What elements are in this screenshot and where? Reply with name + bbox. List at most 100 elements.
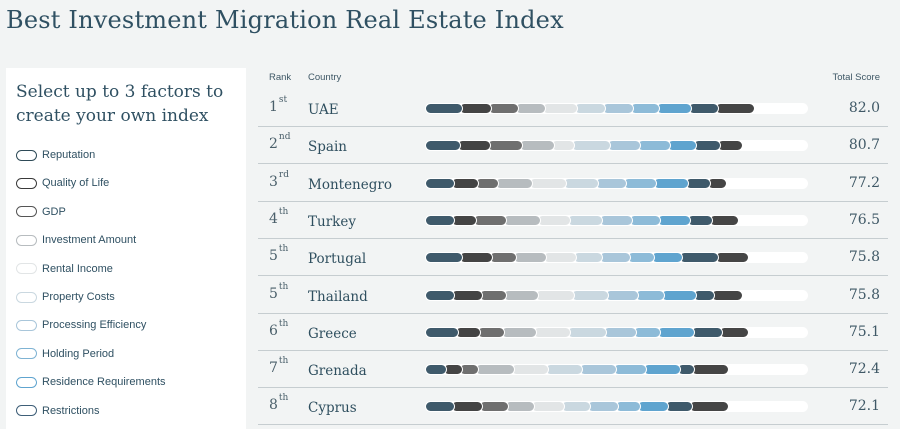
score-bar-segment[interactable] xyxy=(503,289,539,301)
score-bar-segment[interactable] xyxy=(607,140,641,152)
score-bar-segment[interactable] xyxy=(542,103,578,114)
toggle-switch-icon[interactable] xyxy=(16,405,37,417)
table-row[interactable]: 4th Turkey 76.5 xyxy=(258,202,888,239)
table-row[interactable]: 7th Grenada 72.4 xyxy=(258,351,888,389)
score-bar-segment[interactable] xyxy=(425,364,447,376)
factor-toggle-gdp[interactable]: GDP xyxy=(16,203,66,221)
score-bar-segment[interactable] xyxy=(633,326,661,338)
score-bar-segment[interactable] xyxy=(531,401,565,413)
score-bar-segment[interactable] xyxy=(451,401,483,413)
score-bar-segment[interactable] xyxy=(613,364,647,376)
score-bar-segment[interactable] xyxy=(459,103,492,114)
score-bar-segment[interactable] xyxy=(657,326,695,338)
score-bar-segment[interactable] xyxy=(451,289,483,301)
score-bar-segment[interactable] xyxy=(425,252,463,264)
score-bar-segment[interactable] xyxy=(667,140,697,152)
factor-toggle-processing-efficiency[interactable]: Processing Efficiency xyxy=(16,316,146,334)
factor-toggle-property-costs[interactable]: Property Costs xyxy=(16,288,115,306)
score-bar-segment[interactable] xyxy=(627,252,655,264)
score-bar-segment[interactable] xyxy=(479,401,509,413)
score-bar-segment[interactable] xyxy=(657,214,691,226)
score-bar-segment[interactable] xyxy=(571,140,611,152)
score-bar-segment[interactable] xyxy=(603,326,637,338)
score-bar-segment[interactable] xyxy=(679,252,719,264)
table-row[interactable]: 5th Thailand 75.8 xyxy=(258,277,888,314)
score-bar-segment[interactable] xyxy=(693,140,721,152)
score-bar-segment[interactable] xyxy=(563,177,599,189)
score-bar-segment[interactable] xyxy=(715,103,755,114)
score-bar-segment[interactable] xyxy=(545,364,583,376)
table-row[interactable]: 6th Greece 75.1 xyxy=(258,314,888,351)
factor-toggle-investment-amount[interactable]: Investment Amount xyxy=(16,231,136,249)
score-bar-segment[interactable] xyxy=(457,140,491,152)
score-bar-segment[interactable] xyxy=(425,214,455,226)
score-bar-segment[interactable] xyxy=(623,177,657,189)
score-bar-segment[interactable] xyxy=(661,289,697,301)
score-bar-segment[interactable] xyxy=(635,289,665,301)
score-bar-segment[interactable] xyxy=(473,214,507,226)
toggle-switch-icon[interactable] xyxy=(16,376,37,388)
factor-toggle-quality-of-life[interactable]: Quality of Life xyxy=(16,174,109,192)
factor-toggle-residence-requirements[interactable]: Residence Requirements xyxy=(16,373,166,391)
score-bar-segment[interactable] xyxy=(711,289,743,301)
score-bar-segment[interactable] xyxy=(579,364,617,376)
score-bar-segment[interactable] xyxy=(475,364,515,376)
score-bar-segment[interactable] xyxy=(709,214,739,226)
table-row[interactable]: 2nd Spain 80.7 xyxy=(258,127,888,165)
score-bar-segment[interactable] xyxy=(599,252,631,264)
score-bar-segment[interactable] xyxy=(529,177,567,189)
score-bar-segment[interactable] xyxy=(459,252,493,264)
score-bar-segment[interactable] xyxy=(503,214,541,226)
score-bar-segment[interactable] xyxy=(487,140,523,152)
score-bar-segment[interactable] xyxy=(513,252,547,264)
score-bar-segment[interactable] xyxy=(595,177,627,189)
toggle-switch-icon[interactable] xyxy=(16,206,37,218)
score-bar-segment[interactable] xyxy=(425,140,461,152)
toggle-switch-icon[interactable] xyxy=(16,291,37,303)
score-bar-segment[interactable] xyxy=(561,401,591,413)
factor-toggle-rental-income[interactable]: Rental Income xyxy=(16,260,113,278)
score-bar-segment[interactable] xyxy=(643,364,681,376)
score-bar-segment[interactable] xyxy=(425,177,455,189)
score-bar-segment[interactable] xyxy=(605,289,639,301)
score-bar-segment[interactable] xyxy=(451,177,479,189)
factor-toggle-reputation[interactable]: Reputation xyxy=(16,146,95,164)
score-bar-segment[interactable] xyxy=(637,140,671,152)
score-bar-segment[interactable] xyxy=(651,252,683,264)
factor-toggle-holding-period[interactable]: Holding Period xyxy=(16,345,114,363)
score-bar-segment[interactable] xyxy=(543,252,577,264)
score-bar-segment[interactable] xyxy=(488,103,519,114)
score-bar-segment[interactable] xyxy=(567,326,607,338)
score-bar-segment[interactable] xyxy=(425,401,455,413)
toggle-switch-icon[interactable] xyxy=(16,348,37,360)
score-bar-segment[interactable] xyxy=(665,401,693,413)
score-bar-segment[interactable] xyxy=(537,214,571,226)
toggle-switch-icon[interactable] xyxy=(16,149,37,161)
score-bar-segment[interactable] xyxy=(425,326,459,338)
score-bar-segment[interactable] xyxy=(495,177,533,189)
score-bar-segment[interactable] xyxy=(571,289,609,301)
score-bar-segment[interactable] xyxy=(511,364,549,376)
score-bar-segment[interactable] xyxy=(602,103,634,114)
score-bar-segment[interactable] xyxy=(630,103,660,114)
toggle-switch-icon[interactable] xyxy=(16,319,37,331)
score-bar-segment[interactable] xyxy=(535,289,575,301)
score-bar-segment[interactable] xyxy=(599,214,633,226)
score-bar-segment[interactable] xyxy=(501,326,537,338)
score-bar-segment[interactable] xyxy=(505,401,535,413)
score-bar-segment[interactable] xyxy=(656,103,692,114)
score-bar-segment[interactable] xyxy=(573,252,603,264)
score-bar-segment[interactable] xyxy=(689,401,729,413)
toggle-switch-icon[interactable] xyxy=(16,177,37,189)
score-bar-segment[interactable] xyxy=(691,364,729,376)
score-bar-segment[interactable] xyxy=(425,103,463,114)
score-bar-segment[interactable] xyxy=(719,326,749,338)
score-bar-segment[interactable] xyxy=(629,214,661,226)
table-row[interactable]: 5th Portugal 75.8 xyxy=(258,239,888,277)
score-bar-segment[interactable] xyxy=(574,103,606,114)
factor-toggle-restrictions[interactable]: Restrictions xyxy=(16,402,99,420)
score-bar-segment[interactable] xyxy=(519,140,555,152)
score-bar-segment[interactable] xyxy=(691,326,723,338)
score-bar-segment[interactable] xyxy=(489,252,517,264)
table-row[interactable]: 8th Cyprus 72.1 xyxy=(258,388,888,426)
